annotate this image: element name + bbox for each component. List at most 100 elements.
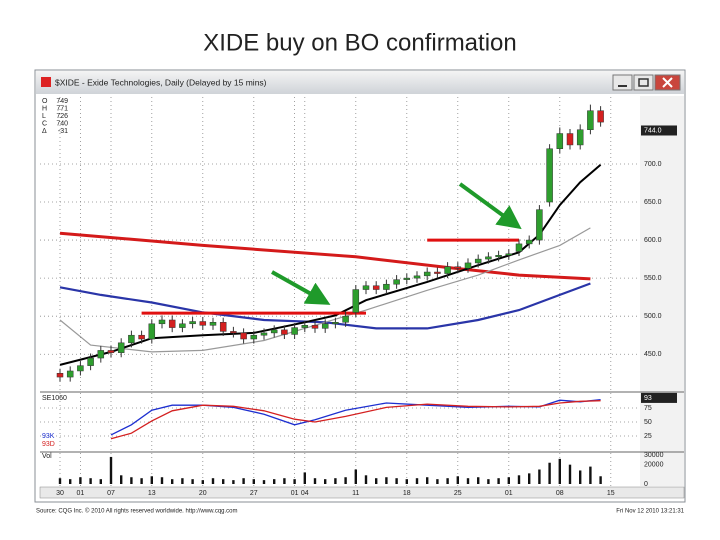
- volume-bar: [160, 477, 164, 484]
- price-marker-label: 93: [644, 395, 652, 402]
- readout-label: H: [42, 105, 47, 112]
- slide-title: XIDE buy on BO confirmation: [203, 29, 516, 56]
- candle-body: [515, 243, 523, 252]
- volume-bar: [242, 478, 245, 484]
- readout-label: Δ: [42, 128, 47, 135]
- legend-entry: 93D: [42, 441, 55, 448]
- candle-body: [230, 331, 237, 334]
- volume-bar: [89, 478, 92, 484]
- candle-body: [97, 350, 105, 359]
- readout-value: 740: [56, 120, 68, 127]
- volume-bar: [232, 480, 235, 484]
- volume-bar: [415, 478, 419, 484]
- volume-bar: [58, 478, 62, 484]
- volume-bar: [579, 470, 582, 484]
- price-marker-label: 744.0: [644, 127, 662, 134]
- candle-body: [464, 262, 472, 269]
- y-tick-label: 600.0: [644, 237, 662, 244]
- candle-body: [423, 271, 431, 277]
- candle-body: [434, 271, 441, 274]
- x-tick-label: 15: [607, 490, 615, 497]
- volume-bar: [262, 480, 266, 484]
- candle-body: [332, 322, 339, 325]
- candle-body: [403, 277, 411, 280]
- candle-body: [321, 323, 329, 329]
- maximize-button[interactable]: [633, 74, 654, 91]
- candle-body: [311, 325, 319, 329]
- candle-body: [189, 321, 196, 325]
- candle-body: [413, 275, 421, 279]
- volume-bar: [517, 475, 521, 484]
- candle-body: [485, 256, 492, 260]
- volume-bar: [313, 478, 317, 484]
- title-bar: [36, 71, 684, 94]
- candle-body: [199, 321, 207, 326]
- candle-body: [536, 209, 543, 241]
- arrow: [458, 182, 522, 230]
- pane-title: Vol: [42, 453, 52, 460]
- x-tick-label: 27: [250, 490, 258, 497]
- volume-bar: [426, 477, 429, 484]
- y-tick-label: 75: [644, 405, 652, 412]
- volume-bar: [150, 476, 153, 484]
- candle-body: [393, 279, 400, 285]
- candle-body: [495, 255, 502, 258]
- app-icon: [41, 77, 51, 87]
- candle-body: [525, 239, 533, 245]
- candle-body: [168, 319, 176, 328]
- candle-body: [77, 365, 84, 372]
- series-line: [59, 163, 602, 366]
- readout-value: -31: [58, 128, 68, 135]
- readout-label: C: [42, 120, 47, 127]
- volume-bar: [466, 478, 470, 484]
- y-tick-label: 450.0: [644, 351, 662, 358]
- volume-bar: [109, 456, 113, 484]
- candle-body: [444, 266, 451, 274]
- volume-bar: [211, 478, 215, 484]
- x-tick-label: 07: [107, 490, 115, 497]
- candle-body: [158, 319, 166, 325]
- candle-body: [546, 148, 553, 203]
- volume-bar: [385, 477, 388, 484]
- series-line: [59, 227, 591, 353]
- volume-bar: [222, 479, 225, 484]
- candle-body: [260, 332, 268, 336]
- series-line: [59, 231, 591, 281]
- x-tick-label: 13: [148, 490, 156, 497]
- volume-bar: [487, 479, 490, 484]
- y-tick-label: 20000: [644, 462, 664, 469]
- date-axis: [39, 486, 685, 499]
- volume-bar: [364, 475, 368, 484]
- candle-body: [56, 373, 64, 378]
- volume-bar: [303, 472, 306, 484]
- candle-body: [454, 266, 462, 269]
- volume-bar: [558, 458, 561, 484]
- candle-body: [66, 370, 74, 378]
- volume-bar: [252, 479, 255, 484]
- x-tick-label: 11: [352, 490, 359, 497]
- candle-body: [179, 323, 186, 328]
- volume-bar: [538, 469, 541, 484]
- candle-body: [87, 357, 94, 366]
- volume-bar: [344, 477, 347, 484]
- candle-body: [352, 289, 360, 313]
- readout-label: O: [42, 98, 48, 105]
- readout-label: L: [42, 113, 46, 120]
- volume-bar: [273, 479, 276, 484]
- y-tick-label: 50: [644, 419, 652, 426]
- volume-bar: [477, 477, 480, 484]
- y-tick-label: 550.0: [644, 275, 662, 282]
- candle-body: [383, 283, 390, 290]
- candle-body: [250, 334, 258, 340]
- readout-value: 771: [56, 105, 68, 112]
- series-line: [110, 400, 601, 440]
- candle-body: [107, 350, 115, 353]
- y-tick-label: 30000: [644, 452, 664, 459]
- minimize-button[interactable]: [612, 74, 633, 91]
- price-axis-background: [640, 96, 684, 486]
- volume-bar: [120, 475, 123, 484]
- volume-bar: [324, 479, 327, 484]
- volume-bar: [548, 462, 551, 484]
- candle-body: [474, 258, 482, 264]
